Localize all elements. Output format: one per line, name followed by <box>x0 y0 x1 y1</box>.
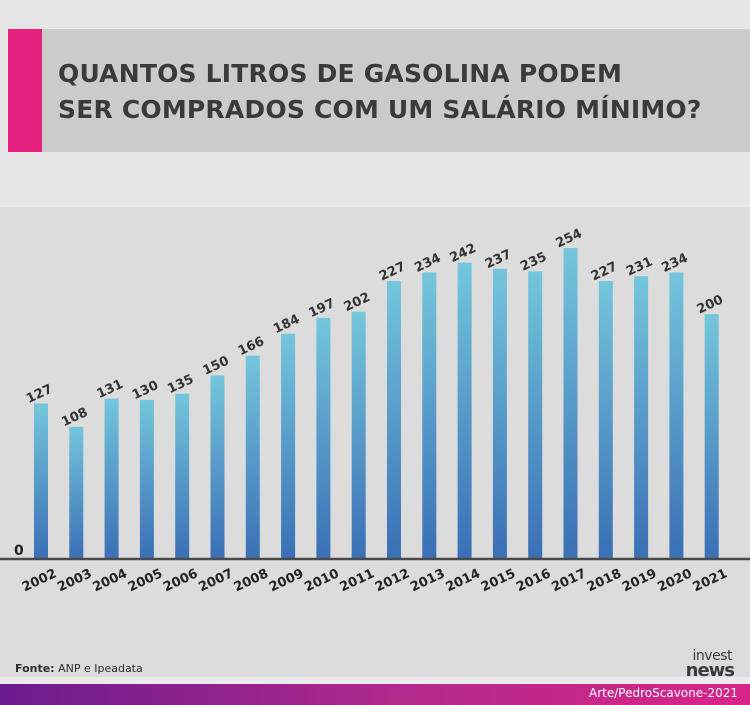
title-line-1: QUANTOS LITROS DE GASOLINA PODEM <box>58 59 623 88</box>
title-box <box>8 29 750 152</box>
y-zero-label: 0 <box>14 543 24 559</box>
bar-2010 <box>316 317 331 559</box>
value-label-2011: 202 <box>342 290 373 315</box>
bar-2018 <box>598 281 613 559</box>
value-label-2006: 135 <box>165 372 196 397</box>
chart-title: QUANTOS LITROS DE GASOLINA PODEM SER COM… <box>58 56 738 128</box>
title-line-2: SER COMPRADOS COM UM SALÁRIO MÍNIMO? <box>58 95 702 124</box>
bar-2004 <box>104 398 119 559</box>
investnews-logo: invest news <box>668 648 740 682</box>
x-tick-2006: 2006 <box>161 566 200 595</box>
x-tick-2008: 2008 <box>232 566 271 595</box>
source-text: ANP e Ipeadata <box>58 662 143 675</box>
x-tick-2017: 2017 <box>549 566 588 595</box>
x-tick-2010: 2010 <box>302 566 341 595</box>
value-label-2004: 131 <box>95 377 126 402</box>
value-label-2014: 242 <box>448 241 479 266</box>
bar-2011 <box>351 311 366 559</box>
x-tick-2007: 2007 <box>196 566 235 595</box>
value-label-2019: 231 <box>624 254 655 279</box>
value-label-2017: 254 <box>554 226 585 251</box>
x-tick-2002: 2002 <box>20 566 59 595</box>
x-tick-2004: 2004 <box>91 566 130 595</box>
x-tick-labels-group: 2002200320042005200620072008200920102011… <box>20 566 730 595</box>
value-label-2012: 227 <box>377 259 408 284</box>
bar-2005 <box>139 399 154 559</box>
value-label-2008: 166 <box>236 334 267 359</box>
x-tick-2013: 2013 <box>408 566 447 595</box>
value-label-2002: 127 <box>24 382 55 407</box>
value-label-2015: 237 <box>483 247 514 272</box>
x-tick-2018: 2018 <box>585 566 624 595</box>
value-label-2016: 235 <box>518 250 549 275</box>
bar-2003 <box>69 426 84 559</box>
x-tick-2009: 2009 <box>267 566 306 595</box>
value-label-2010: 197 <box>306 296 337 321</box>
bar-2006 <box>175 393 190 559</box>
bar-2021 <box>704 314 719 559</box>
bar-2017 <box>563 248 578 559</box>
x-tick-2020: 2020 <box>655 566 694 595</box>
value-label-2020: 234 <box>659 251 690 276</box>
bar-2015 <box>492 268 507 559</box>
bar-2007 <box>210 375 225 559</box>
credit-text: Arte/PedroScavone-2021 <box>589 686 738 700</box>
bar-2002 <box>34 403 48 559</box>
logo-text-top: invest <box>692 648 733 664</box>
x-tick-2003: 2003 <box>55 566 94 595</box>
bar-2009 <box>281 333 296 559</box>
value-label-2005: 130 <box>130 378 161 403</box>
x-tick-2011: 2011 <box>338 566 377 595</box>
bar-2013 <box>422 272 437 559</box>
source-note: Fonte: ANP e Ipeadata <box>15 662 143 675</box>
bar-2016 <box>528 271 543 559</box>
x-tick-2019: 2019 <box>620 566 659 595</box>
x-tick-2014: 2014 <box>444 566 483 595</box>
value-label-2013: 234 <box>412 251 443 276</box>
value-label-2003: 108 <box>59 405 90 430</box>
value-label-2009: 184 <box>271 312 302 337</box>
bar-2020 <box>669 272 684 559</box>
x-tick-2021: 2021 <box>691 566 730 595</box>
footer-bar: Arte/PedroScavone-2021 <box>0 684 750 705</box>
source-label: Fonte: <box>15 662 55 675</box>
bar-2008 <box>245 355 260 559</box>
bar-2014 <box>457 262 472 559</box>
title-accent-bar <box>8 29 42 152</box>
chart-area: 127 108 131 130 135 150 166 184 197 202 227 234 242 2… <box>0 207 750 677</box>
logo-text-bottom: news <box>685 660 735 681</box>
value-label-2007: 150 <box>201 354 232 379</box>
bar-2012 <box>387 281 401 559</box>
x-tick-2016: 2016 <box>514 566 553 595</box>
x-tick-2005: 2005 <box>126 566 165 595</box>
value-label-2021: 200 <box>695 292 726 317</box>
x-tick-2012: 2012 <box>373 566 412 595</box>
bars-group <box>34 248 719 559</box>
value-label-2018: 227 <box>589 259 620 284</box>
bar-2019 <box>634 276 649 559</box>
x-tick-2015: 2015 <box>479 566 518 595</box>
